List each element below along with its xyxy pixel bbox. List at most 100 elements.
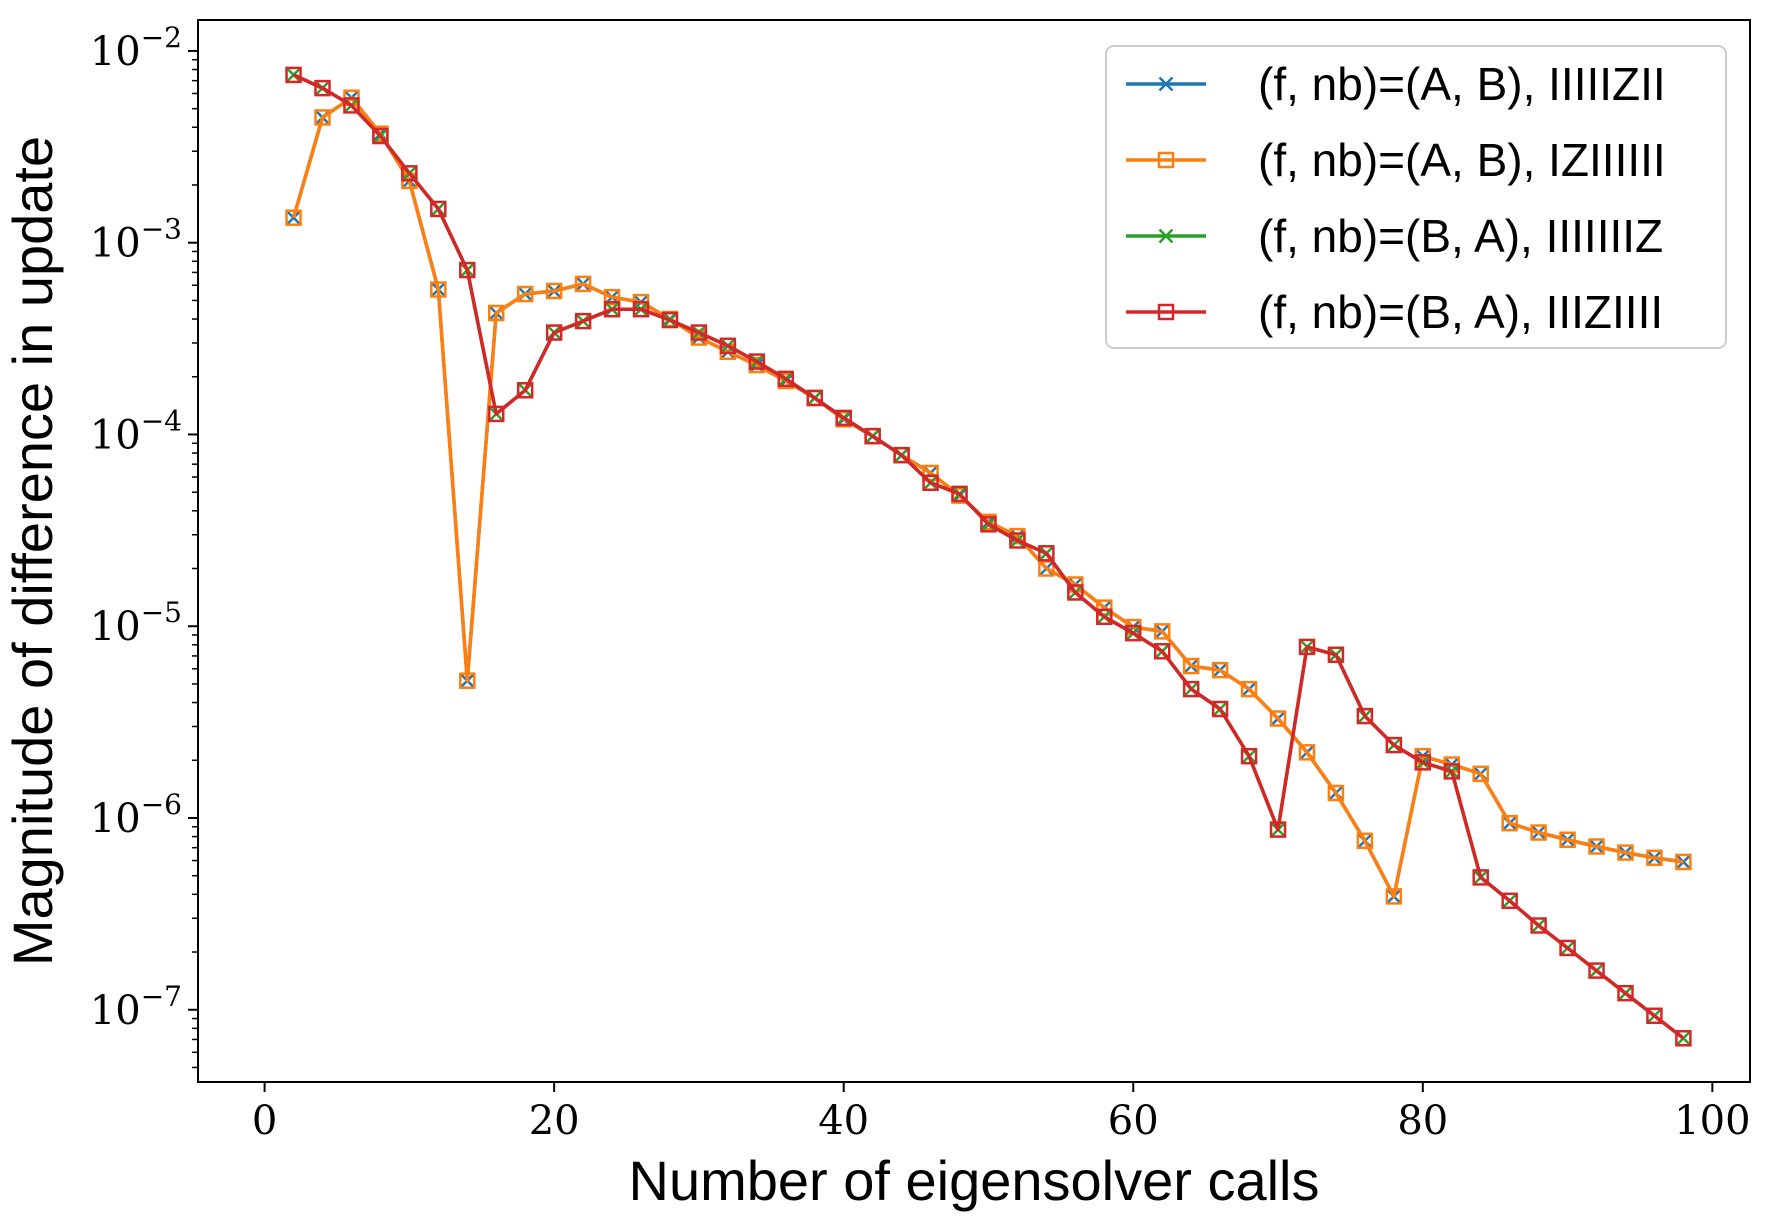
data-point xyxy=(1588,838,1605,855)
data-point xyxy=(777,370,795,388)
data-point xyxy=(1385,888,1403,905)
data-point xyxy=(719,337,737,355)
data-point xyxy=(545,324,563,341)
data-point xyxy=(1269,710,1287,727)
data-point xyxy=(1269,821,1287,838)
y-tick-label-exponent: −6 xyxy=(141,788,182,821)
y-tick-label-base: 10 xyxy=(90,412,141,458)
data-point xyxy=(1501,892,1518,910)
data-point xyxy=(1588,962,1605,979)
data-point xyxy=(951,485,968,503)
data-point xyxy=(314,79,331,97)
y-tick-label: 10−3 xyxy=(90,213,182,267)
data-point xyxy=(1356,832,1374,850)
data-point xyxy=(286,67,301,83)
data-point xyxy=(372,127,389,145)
y-tick-label-base: 10 xyxy=(90,29,141,75)
x-tick-label: 60 xyxy=(1108,1098,1159,1144)
data-point xyxy=(1298,638,1316,656)
series-line xyxy=(292,73,1685,1040)
data-point xyxy=(1182,680,1200,698)
data-point xyxy=(922,464,939,482)
y-tick-label: 10−4 xyxy=(90,404,182,458)
x-tick-label: 0 xyxy=(252,1098,277,1144)
data-point xyxy=(1067,584,1084,601)
data-point xyxy=(632,300,650,318)
data-point xyxy=(1501,814,1518,832)
data-point xyxy=(1125,624,1142,642)
data-point xyxy=(487,304,505,322)
legend-marker xyxy=(1158,76,1174,92)
data-point xyxy=(1385,736,1403,754)
data-point xyxy=(1153,623,1171,640)
x-tick-label: 100 xyxy=(1674,1098,1750,1144)
data-point xyxy=(1096,608,1113,626)
data-point xyxy=(980,516,997,533)
data-point xyxy=(1182,657,1200,675)
x-tick-label: 20 xyxy=(529,1098,580,1144)
data-point xyxy=(1298,744,1316,761)
data-point xyxy=(1327,784,1345,802)
data-point xyxy=(835,409,852,427)
data-point xyxy=(545,282,563,300)
legend-marker xyxy=(1158,228,1174,244)
y-tick-label-base: 10 xyxy=(90,988,141,1034)
data-point xyxy=(603,300,621,318)
y-tick-label: 10−2 xyxy=(90,21,182,75)
legend-label: (f, nb)=(A, B), IIIIIZII xyxy=(1258,58,1666,110)
data-point xyxy=(1211,661,1229,679)
legend-item-2: (f, nb)=(A, B), IZIIIIII xyxy=(1126,134,1666,186)
data-point xyxy=(1153,643,1171,660)
x-tick-label: 40 xyxy=(818,1098,869,1144)
y-tick-label-exponent: −5 xyxy=(141,596,182,629)
data-point xyxy=(748,353,766,370)
data-point xyxy=(864,427,881,445)
data-point xyxy=(1443,763,1461,780)
data-point xyxy=(1559,831,1576,849)
data-point xyxy=(1472,869,1489,886)
x-tick-label: 80 xyxy=(1397,1098,1448,1144)
data-point xyxy=(516,285,534,303)
data-point xyxy=(1675,853,1692,871)
data-point xyxy=(922,474,939,492)
data-point xyxy=(1414,754,1432,771)
data-point xyxy=(430,200,447,218)
data-point xyxy=(1240,680,1258,698)
data-point xyxy=(487,405,505,423)
plot-frame xyxy=(197,19,1751,1083)
y-tick-label-base: 10 xyxy=(90,796,141,842)
data-point xyxy=(314,109,331,126)
y-axis-title: Magnitude of difference in update xyxy=(1,136,64,966)
y-tick-label-base: 10 xyxy=(90,604,141,650)
legend-label: (f, nb)=(B, A), IIIZIIII xyxy=(1258,286,1663,338)
data-point xyxy=(1327,646,1345,664)
data-point xyxy=(343,97,360,114)
data-point xyxy=(1530,824,1547,841)
data-point xyxy=(430,281,447,298)
data-point xyxy=(1646,1007,1663,1025)
legend-marker xyxy=(1157,303,1175,321)
data-point xyxy=(661,311,679,329)
y-tick-label-exponent: −7 xyxy=(141,980,182,1013)
series-4 xyxy=(285,66,1692,1047)
legend-item-1: (f, nb)=(A, B), IIIIIZII xyxy=(1126,58,1666,110)
legend-item-4: (f, nb)=(B, A), IIIZIIII xyxy=(1126,286,1663,338)
y-tick-label-exponent: −2 xyxy=(141,21,182,54)
data-point xyxy=(1559,939,1576,957)
series-layer xyxy=(285,66,1692,1047)
data-point xyxy=(690,324,708,341)
data-point xyxy=(806,389,823,407)
data-point xyxy=(1240,747,1258,765)
data-point xyxy=(1530,917,1547,934)
data-point xyxy=(401,165,418,182)
data-point xyxy=(1676,854,1691,870)
legend-box xyxy=(1105,45,1727,349)
y-tick-label: 10−5 xyxy=(90,596,182,650)
data-point xyxy=(1038,545,1055,562)
data-point xyxy=(574,275,592,293)
data-point xyxy=(1617,984,1634,1002)
x-axis-title: Number of eigensolver calls xyxy=(629,1149,1320,1212)
y-tick-label-base: 10 xyxy=(90,221,141,267)
